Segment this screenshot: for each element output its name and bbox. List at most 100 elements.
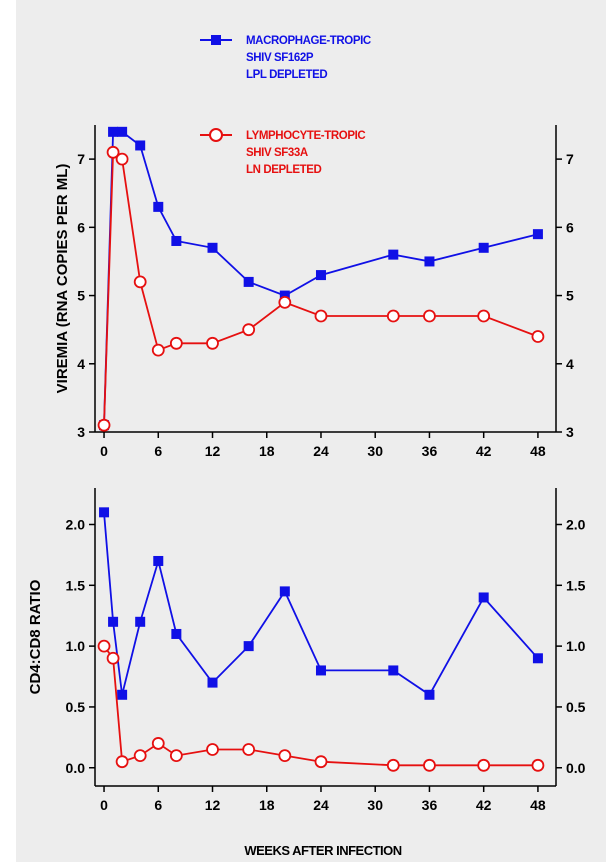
cd4-cd8-y-tick-label-left: 0.0 bbox=[66, 760, 86, 776]
cd4-cd8-macrophage-point bbox=[153, 555, 164, 566]
cd4-cd8-x-tick-label: 12 bbox=[205, 797, 221, 813]
viremia-macrophage-point bbox=[279, 290, 290, 301]
legend-macrophage-marker bbox=[211, 35, 221, 45]
viremia-lymphocyte-point bbox=[423, 309, 436, 323]
viremia-y-tick-label-right: 3 bbox=[566, 424, 574, 440]
cd4-cd8-x-tick-label: 0 bbox=[100, 797, 108, 813]
cd4-cd8-macrophage-point bbox=[424, 689, 435, 700]
viremia-y-tick-label-right: 4 bbox=[566, 356, 574, 372]
cd4-cd8-y-tick-label-left: 0.5 bbox=[66, 699, 86, 715]
cd4-cd8-macrophage-series-line bbox=[103, 512, 539, 697]
cd4-cd8-y-tick-label-left: 1.0 bbox=[66, 638, 86, 654]
cd4-cd8-x-tick-label: 24 bbox=[313, 797, 329, 813]
cd4-cd8-macrophage-point bbox=[117, 689, 128, 700]
cd4-cd8-lymphocyte-point bbox=[133, 749, 147, 762]
viremia-macrophage-point bbox=[153, 201, 164, 212]
viremia-lymphocyte-point bbox=[477, 309, 491, 323]
cd4-cd8-y-tick-label-left: 2.0 bbox=[66, 516, 86, 532]
cd4-cd8-lymphocyte-point bbox=[97, 639, 111, 653]
viremia-macrophage-point bbox=[388, 249, 399, 260]
viremia-macrophage-point bbox=[171, 235, 182, 246]
viremia-macrophage-point bbox=[478, 242, 489, 253]
legend-macrophage-line-3: LPL DEPLETED bbox=[246, 69, 327, 81]
cd4-cd8-macrophage-point bbox=[207, 677, 218, 688]
viremia-lymphocyte-point bbox=[169, 336, 183, 350]
viremia-macrophage-point bbox=[424, 256, 435, 267]
cd4-cd8-y-tick-label-left: 1.5 bbox=[66, 577, 86, 593]
cd4-cd8-lymphocyte-point bbox=[386, 758, 400, 772]
viremia-lymphocyte-point bbox=[115, 152, 129, 166]
cd4-cd8-lymphocyte-point bbox=[423, 758, 436, 772]
viremia-lymphocyte-point bbox=[106, 145, 120, 159]
viremia-lymphocyte-point bbox=[314, 309, 328, 323]
viremia-lymphocyte-point bbox=[206, 336, 219, 350]
cd4-cd8-macrophage-point bbox=[279, 586, 290, 597]
viremia-x-tick-label: 24 bbox=[313, 443, 329, 459]
cd4-cd8-lymphocyte-point bbox=[314, 755, 328, 769]
viremia-y-tick-label-left: 6 bbox=[77, 219, 85, 235]
viremia-lymphocyte-point bbox=[133, 275, 147, 289]
viremia-macrophage-point bbox=[117, 126, 128, 137]
cd4-cd8-lymphocyte-point bbox=[278, 749, 292, 762]
cd4-cd8-y-tick-label-right: 0.0 bbox=[566, 760, 586, 776]
cd4-cd8-y-tick-label-right: 2.0 bbox=[566, 516, 586, 532]
cd4-cd8-macrophage-point bbox=[108, 616, 119, 627]
cd4-cd8-x-tick-label: 42 bbox=[476, 797, 492, 813]
cd4-cd8-lymphocyte-point bbox=[169, 749, 183, 762]
viremia-macrophage-point bbox=[135, 140, 146, 151]
cd4-cd8-y-tick-label-right: 1.0 bbox=[566, 638, 586, 654]
cd4-cd8-y-tick-label-right: 0.5 bbox=[566, 699, 586, 715]
cd4-cd8-macrophage-point bbox=[243, 641, 254, 652]
cd4-cd8-macrophage-point bbox=[315, 665, 326, 676]
viremia-x-tick-label: 36 bbox=[422, 443, 438, 459]
viremia-lymphocyte-point bbox=[531, 330, 545, 343]
legend: MACROPHAGE-TROPIC SHIV SF162P LPL DEPLET… bbox=[200, 35, 371, 176]
legend-macrophage-line-2: SHIV SF162P bbox=[246, 52, 314, 64]
viremia-macrophage-point bbox=[532, 229, 543, 240]
cd4-cd8-macrophage-point bbox=[171, 628, 182, 639]
viremia-y-tick-label-right: 7 bbox=[566, 151, 574, 167]
cd4-cd8-lymphocyte-point bbox=[106, 651, 120, 665]
cd4-cd8-lymphocyte-point bbox=[531, 758, 545, 772]
viremia-x-tick-label: 18 bbox=[259, 443, 275, 459]
viremia-x-tick-label: 6 bbox=[154, 443, 162, 459]
viremia-x-tick-label: 0 bbox=[100, 443, 108, 459]
cd4-cd8-y-tick-label-right: 1.5 bbox=[566, 577, 586, 593]
cd4-cd8-y-axis-title: CD4:CD8 RATIO bbox=[27, 579, 44, 694]
viremia-y-tick-label-left: 7 bbox=[77, 151, 85, 167]
cd4-cd8-macrophage-point bbox=[135, 616, 146, 627]
viremia-macrophage-point bbox=[108, 126, 119, 137]
viremia-x-tick-label: 12 bbox=[205, 443, 221, 459]
cd4-cd8-x-tick-label: 36 bbox=[422, 797, 438, 813]
viremia-lymphocyte-point bbox=[151, 343, 165, 357]
cd4-cd8-lymphocyte-point bbox=[206, 743, 219, 756]
viremia-y-tick-label-right: 6 bbox=[566, 219, 574, 235]
viremia-x-tick-label: 48 bbox=[530, 443, 546, 459]
legend-entry-lymphocyte: LYMPHOCYTE-TROPIC SHIV SF33A LN DEPLETED bbox=[200, 128, 366, 176]
cd4-cd8-x-tick-label: 48 bbox=[530, 797, 546, 813]
cd4-cd8-x-tick-label: 30 bbox=[367, 797, 383, 813]
viremia-panel: 3 3 4 4 5 5 6 6 7 7 0 6 12 18 24 30 36 42 48 VIREMIA (RNA C… bbox=[54, 125, 574, 459]
viremia-y-tick-label-left: 5 bbox=[77, 288, 85, 304]
cd4-cd8-macrophage-point bbox=[99, 507, 110, 518]
cd4-cd8-lymphocyte-point bbox=[151, 737, 165, 750]
viremia-x-tick-label: 42 bbox=[476, 443, 492, 459]
cd4-cd8-lymphocyte-point bbox=[477, 758, 491, 772]
cd4-cd8-lymphocyte-point bbox=[115, 755, 129, 769]
x-axis-title: WEEKS AFTER INFECTION bbox=[244, 843, 401, 858]
cd4-cd8-x-tick-label: 18 bbox=[259, 797, 275, 813]
cd4-cd8-x-tick-label: 6 bbox=[154, 797, 162, 813]
viremia-y-tick-label-left: 3 bbox=[77, 424, 85, 440]
cd4-cd8-panel: 0.0 0.0 0.5 0.5 1.0 1.0 1.5 1.5 2.0 2.0 0 6 12 18 24 30… bbox=[27, 488, 586, 813]
legend-lymphocyte-line-1: LYMPHOCYTE-TROPIC bbox=[246, 130, 365, 142]
figure-background bbox=[16, 0, 606, 862]
viremia-y-axis-title: VIREMIA (RNA COPIES PER ML) bbox=[54, 164, 71, 394]
viremia-lymphocyte-point bbox=[386, 309, 400, 323]
legend-entry-macrophage: MACROPHAGE-TROPIC SHIV SF162P LPL DEPLET… bbox=[200, 35, 371, 81]
viremia-macrophage-point bbox=[243, 276, 254, 287]
viremia-y-tick-label-right: 5 bbox=[566, 288, 574, 304]
legend-macrophage-line-1: MACROPHAGE-TROPIC bbox=[246, 35, 371, 47]
viremia-y-tick-label-left: 4 bbox=[77, 356, 85, 372]
viremia-macrophage-point bbox=[315, 270, 326, 281]
